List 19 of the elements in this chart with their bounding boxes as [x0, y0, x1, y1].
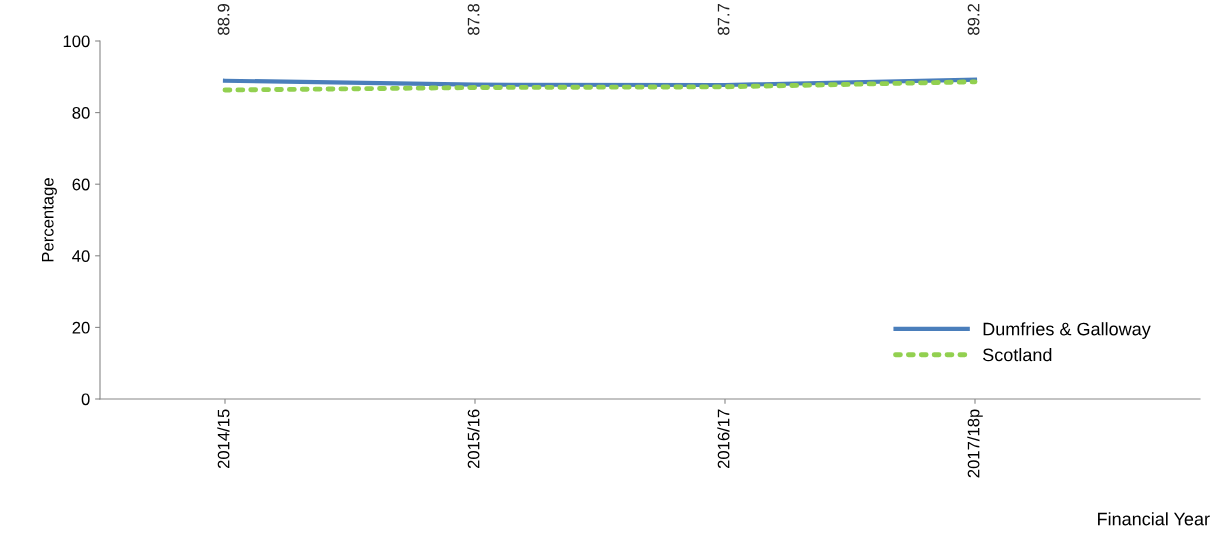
x-tick-label: 2015/16 [467, 409, 480, 469]
data-label: 87.7 [717, 4, 730, 35]
data-label: 88.9 [217, 3, 230, 35]
legend-label: Scotland [983, 348, 1052, 362]
y-tick-label: 0 [81, 393, 90, 406]
x-tick-label: 2017/18p [967, 409, 983, 478]
y-tick-label: 20 [72, 321, 90, 334]
line-series [222, 79, 978, 93]
x-tick-label: 2014/15 [217, 409, 230, 469]
x-axis-title: Financial Year [1098, 512, 1210, 526]
x-tick-label: 2016/17 [717, 409, 730, 469]
data-label: 89.2 [967, 4, 980, 35]
y-axis-title: Percentage [41, 178, 57, 262]
y-tick-label: 60 [72, 178, 90, 191]
y-tick-label: 100 [63, 35, 90, 48]
data-label: 87.8 [467, 3, 480, 35]
legend-label: Dumfries & Galloway [983, 322, 1151, 339]
y-tick-label: 80 [72, 107, 90, 119]
y-tick-label: 40 [72, 250, 90, 262]
